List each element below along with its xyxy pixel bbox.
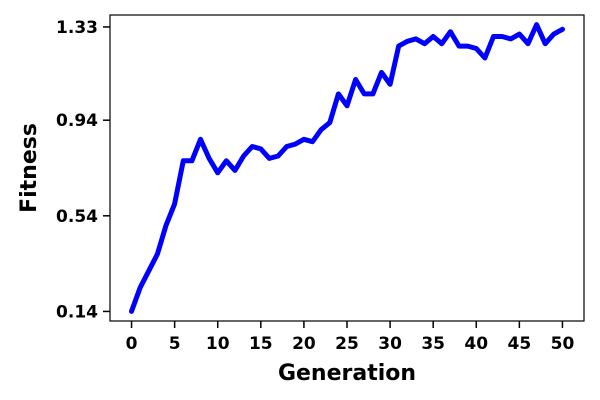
y-axis-ticks: 0.14 0.54 0.94 1.33: [56, 18, 110, 322]
x-tick-label: 15: [249, 334, 273, 354]
fitness-series-line: [129, 22, 565, 314]
x-tick-label: 35: [421, 334, 445, 354]
y-axis-label: Fitness: [17, 123, 42, 213]
x-tick-label: 50: [551, 334, 575, 354]
x-axis-ticks: 0 5 10 15 20 25 30 35 40 45 50: [126, 321, 575, 354]
y-tick-label: 0.14: [56, 302, 98, 322]
x-tick-label: 25: [335, 334, 359, 354]
x-tick-label: 0: [126, 334, 138, 354]
x-tick-label: 45: [508, 334, 532, 354]
x-tick-label: 40: [464, 334, 488, 354]
x-tick-label: 5: [169, 334, 181, 354]
x-tick-label: 10: [206, 334, 230, 354]
y-tick-label: 0.54: [56, 207, 98, 227]
y-tick-label: 1.33: [56, 18, 98, 38]
x-tick-label: 30: [378, 334, 402, 354]
plot-area: [109, 14, 585, 322]
x-tick-label: 20: [292, 334, 316, 354]
y-tick-label: 0.94: [56, 111, 98, 131]
x-axis-label: Generation: [278, 361, 416, 386]
